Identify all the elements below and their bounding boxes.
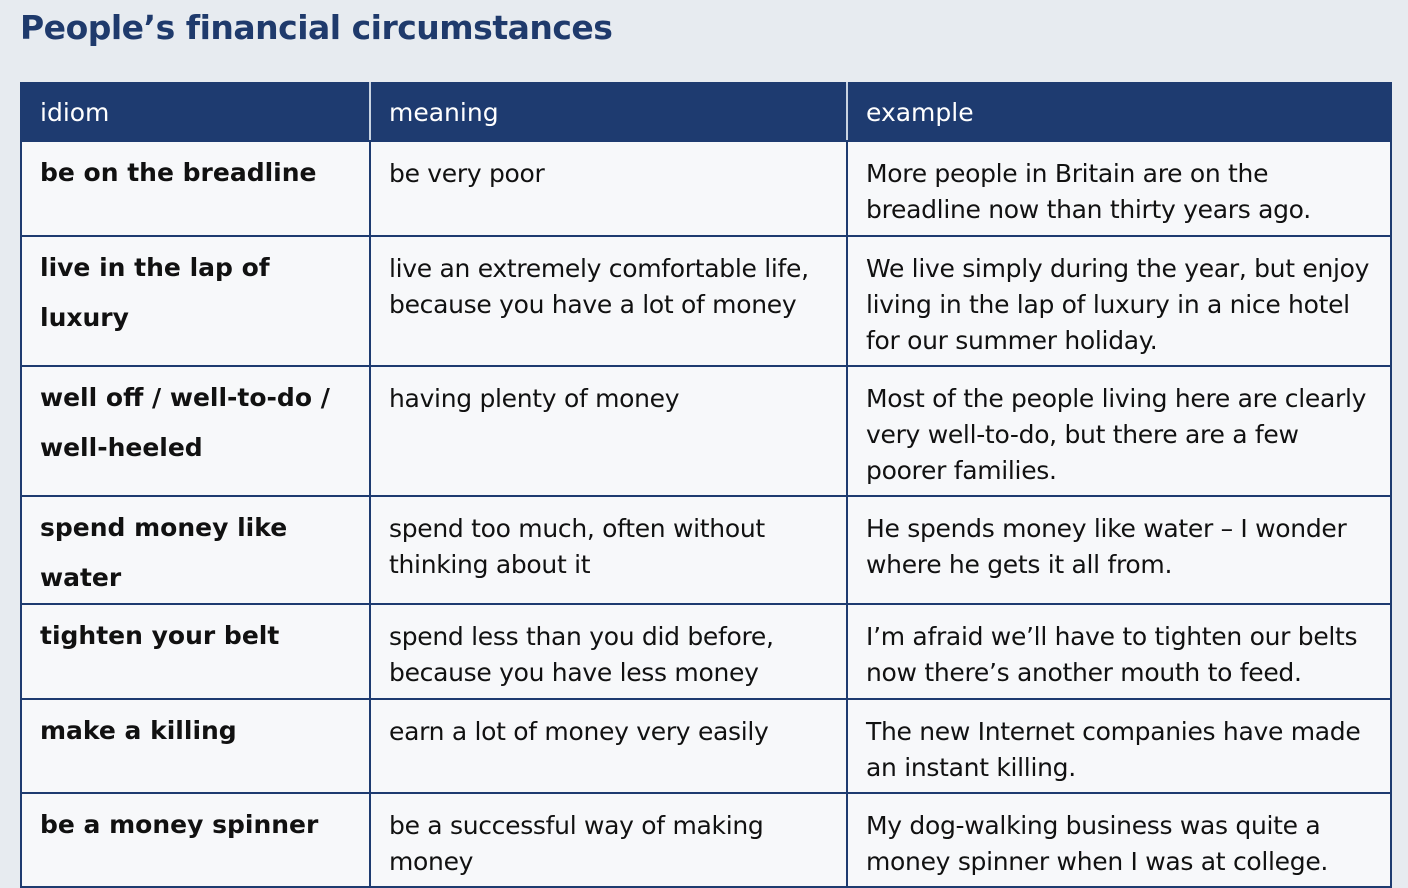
- example-cell: I’m afraid we’ll have to tighten our bel…: [846, 603, 1392, 700]
- example-cell: We live simply during the year, but enjo…: [846, 235, 1392, 367]
- column-header-meaning: meaning: [369, 82, 848, 142]
- table-row: tighten your belt spend less than you di…: [20, 603, 1392, 700]
- meaning-cell: spend less than you did before, because …: [369, 603, 848, 700]
- meaning-cell: live an extremely comfortable life, beca…: [369, 235, 848, 367]
- table-header-row: idiom meaning example: [20, 82, 1392, 142]
- idiom-table: idiom meaning example be on the breadlin…: [20, 82, 1392, 888]
- idiom-cell: live in the lap of luxury: [20, 235, 371, 367]
- example-cell: Most of the people living here are clear…: [846, 365, 1392, 497]
- example-cell: My dog-walking business was quite a mone…: [846, 792, 1392, 888]
- idiom-cell: make a killing: [20, 698, 371, 794]
- idiom-cell: well off / well-to-do / well-heeled: [20, 365, 371, 497]
- column-header-idiom: idiom: [20, 82, 371, 142]
- page-title: People’s financial circumstances: [20, 8, 613, 47]
- example-cell: The new Internet companies have made an …: [846, 698, 1392, 794]
- meaning-cell: be very poor: [369, 140, 848, 237]
- table-row: live in the lap of luxury live an extrem…: [20, 235, 1392, 367]
- idiom-cell: be a money spinner: [20, 792, 371, 888]
- table-row: be a money spinner be a successful way o…: [20, 792, 1392, 888]
- meaning-cell: be a successful way of making money: [369, 792, 848, 888]
- idiom-cell: be on the breadline: [20, 140, 371, 237]
- table-row: make a killing earn a lot of money very …: [20, 698, 1392, 794]
- meaning-cell: spend too much, often without thinking a…: [369, 495, 848, 605]
- example-cell: More people in Britain are on the breadl…: [846, 140, 1392, 237]
- table-row: be on the breadline be very poor More pe…: [20, 140, 1392, 237]
- table-row: spend money like water spend too much, o…: [20, 495, 1392, 605]
- idiom-cell: spend money like water: [20, 495, 371, 605]
- column-header-example: example: [846, 82, 1392, 142]
- table-row: well off / well-to-do / well-heeled havi…: [20, 365, 1392, 497]
- meaning-cell: earn a lot of money very easily: [369, 698, 848, 794]
- example-cell: He spends money like water – I wonder wh…: [846, 495, 1392, 605]
- idiom-cell: tighten your belt: [20, 603, 371, 700]
- meaning-cell: having plenty of money: [369, 365, 848, 497]
